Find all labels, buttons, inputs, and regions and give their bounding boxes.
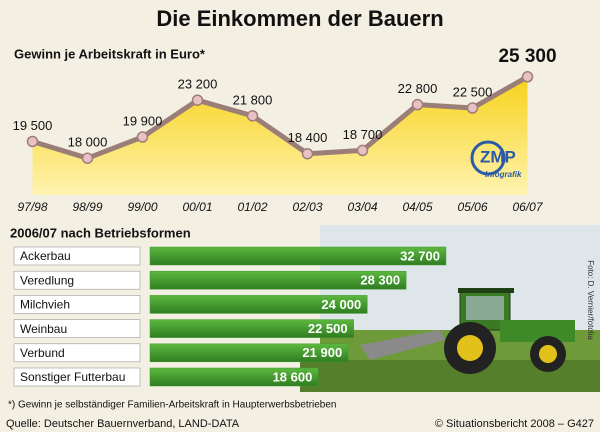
value-label: 21 900 xyxy=(302,345,342,360)
value-label: 19 500 xyxy=(13,118,53,133)
logo-subtitle: Infografik xyxy=(485,170,522,179)
x-tick-label: 98/99 xyxy=(72,200,102,214)
value-label: 22 800 xyxy=(398,81,438,96)
value-label: 25 300 xyxy=(498,46,556,67)
value-label: 23 200 xyxy=(178,77,218,92)
point xyxy=(191,94,204,106)
value-label: 18 700 xyxy=(343,127,383,142)
logo-name: ZMP xyxy=(480,147,516,166)
x-tick-label: 99/00 xyxy=(127,200,157,214)
point xyxy=(466,102,479,114)
title: Die Einkommen der Bauern xyxy=(156,6,443,31)
bar xyxy=(149,270,407,290)
x-tick-label: 04/05 xyxy=(402,200,432,214)
bar xyxy=(149,367,319,387)
value-label: 28 300 xyxy=(360,273,400,288)
y-tick-label: Veredlung xyxy=(20,273,74,287)
category-box xyxy=(13,295,141,314)
point xyxy=(81,152,94,164)
bar xyxy=(149,295,368,314)
area-chart: 19 500 97/98 18 000 98/99 19 900 99/00 23 200 0… xyxy=(13,46,557,214)
value-label: 22 500 xyxy=(308,321,348,336)
value-label: 22 500 xyxy=(453,84,493,99)
x-tick-label: 01/02 xyxy=(237,200,267,214)
source: Quelle: Deutscher Bauernverband, LAND-DA… xyxy=(6,418,240,430)
point xyxy=(521,71,534,83)
category-box xyxy=(13,367,141,387)
bar-title: 2006/07 nach Betriebsformen xyxy=(10,225,191,240)
value-label: 18 600 xyxy=(273,369,313,384)
x-tick-label: 06/07 xyxy=(512,200,543,214)
x-tick-label: 02/03 xyxy=(292,200,322,214)
x-tick-label: 03/04 xyxy=(347,200,377,214)
y-tick-label: Milchvieh xyxy=(20,298,70,312)
category-box xyxy=(13,343,141,363)
photo-credit: Foto: D. Vernier/fotolia xyxy=(586,260,595,340)
line xyxy=(31,74,529,161)
point xyxy=(26,135,39,148)
point xyxy=(411,98,424,111)
chart-subtitle: Gewinn je Arbeitskraft in Euro* xyxy=(14,46,206,61)
y-tick-label: Ackerbau xyxy=(20,249,71,263)
point xyxy=(356,144,369,157)
value-label: 24 000 xyxy=(321,297,361,312)
bar xyxy=(149,343,349,363)
x-tick-label: 97/98 xyxy=(17,200,47,214)
bar xyxy=(149,246,447,266)
value-label: 32 700 xyxy=(400,248,440,263)
category-box xyxy=(13,246,141,266)
value-label: 19 900 xyxy=(123,113,163,128)
tractor xyxy=(360,288,575,374)
footnote: *) Gewinn je selbständiger Familien-Arbe… xyxy=(8,400,337,411)
x-tick-label: 05/06 xyxy=(457,200,487,214)
y-tick-label: Weinbau xyxy=(20,322,67,336)
value-label: 21 800 xyxy=(233,92,273,107)
category-box xyxy=(13,319,141,338)
value-label: 18 400 xyxy=(288,130,328,145)
point xyxy=(246,110,259,122)
y-tick-label: Verbund xyxy=(20,346,65,360)
value-label: 18 000 xyxy=(68,135,108,150)
bar xyxy=(149,319,354,338)
logo: ZMP Infografik xyxy=(470,140,522,179)
copyright: © Situationsbericht 2008 – G427 xyxy=(435,418,594,430)
point xyxy=(136,131,149,143)
category-box xyxy=(13,270,141,290)
x-tick-label: 00/01 xyxy=(182,200,212,214)
point xyxy=(301,147,314,160)
y-tick-label: Sonstiger Futterbau xyxy=(20,370,125,384)
